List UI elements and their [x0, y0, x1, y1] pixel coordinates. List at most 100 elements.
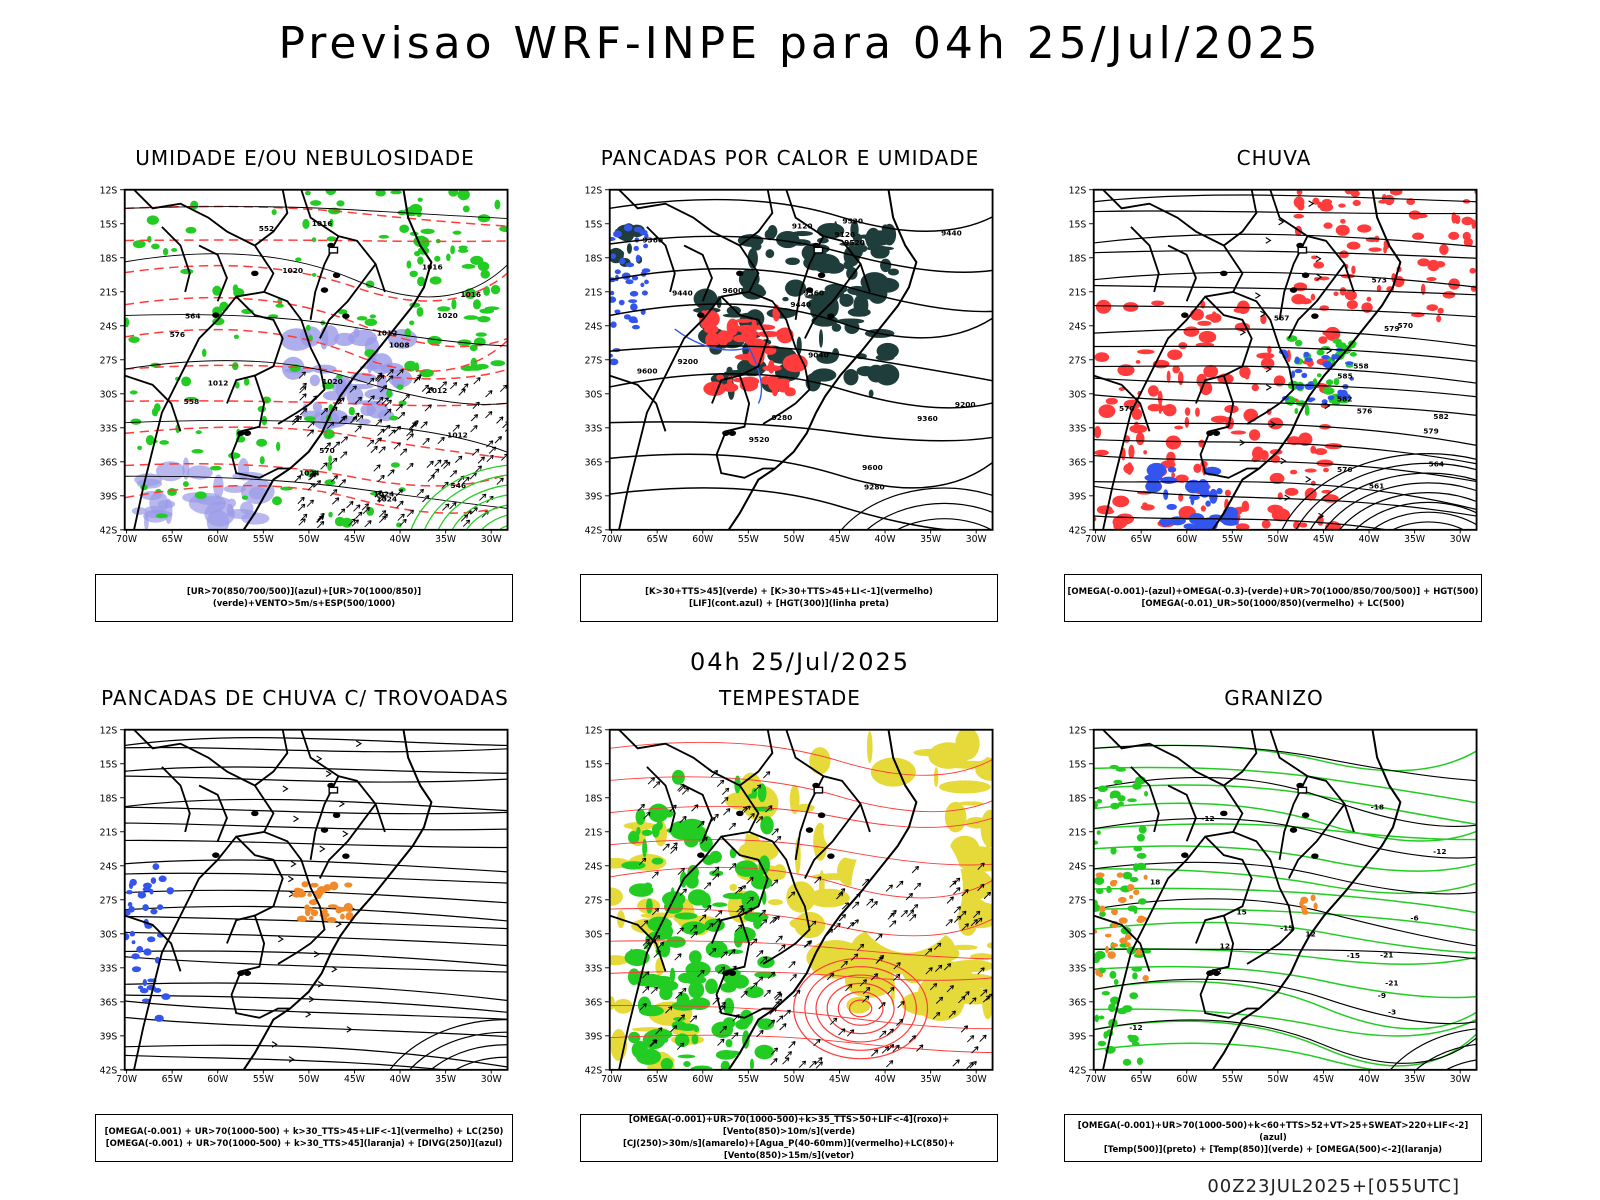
wind-vector: [763, 989, 771, 998]
wind-vector: [959, 910, 967, 919]
lake-mark: [722, 430, 730, 436]
shaded-area: [818, 329, 824, 348]
wind-vector: [352, 412, 360, 420]
shaded-area: [712, 902, 728, 907]
shaded-area: [1123, 463, 1134, 474]
shaded-area: [933, 767, 939, 788]
shaded-area: [162, 248, 169, 256]
lake-mark: [1289, 287, 1298, 293]
wind-vector: [969, 1060, 977, 1069]
state-border: [1167, 784, 1197, 842]
shaded-area: [1154, 405, 1172, 412]
contour-line: [609, 268, 993, 313]
wind-vector: [449, 502, 457, 510]
shaded-area: [312, 401, 323, 413]
shaded-area: [1098, 1015, 1105, 1020]
wind-vector: [317, 520, 325, 529]
shaded-area: [633, 226, 643, 233]
wind-vector: [758, 909, 766, 917]
wind-vector: [504, 428, 508, 432]
shaded-area: [1184, 407, 1191, 416]
wind-vector: [775, 935, 783, 943]
wind-vector: [653, 781, 661, 789]
contour-label: 582: [1337, 395, 1352, 404]
wind-vector: [662, 843, 670, 851]
streamline: [124, 746, 508, 753]
shaded-area: [669, 967, 676, 983]
contour-line: [609, 303, 993, 339]
shaded-area: [609, 296, 617, 303]
shaded-area: [614, 269, 621, 275]
wind-vector: [442, 503, 450, 511]
lat-tick-label: 24S: [100, 861, 118, 872]
wind-vector: [911, 865, 920, 874]
shaded-area: [1118, 387, 1125, 391]
wind-vector: [348, 518, 356, 526]
legend-line: [OMEGA(-0.001) + UR>70(1000-500) + k>30_…: [104, 1127, 504, 1137]
streamline: [1093, 365, 1477, 384]
wind-vector: [320, 407, 329, 416]
closed-contour: [1323, 482, 1477, 530]
shaded-area: [1108, 1003, 1116, 1012]
wind-vector: [370, 445, 378, 454]
shaded-area: [308, 335, 313, 342]
state-border: [609, 374, 667, 432]
shaded-area: [655, 957, 665, 976]
contour-label: 576: [1357, 406, 1373, 415]
lon-tick-label: 45W: [344, 534, 365, 545]
wind-vector: [422, 437, 430, 446]
lat-tick-label: 24S: [585, 861, 603, 872]
shaded-area: [305, 324, 311, 332]
wind-vector: [789, 973, 797, 982]
shaded-area: [275, 303, 284, 308]
wind-vector: [900, 909, 908, 918]
lat-tick-label: 33S: [1069, 424, 1087, 435]
lat-tick-label: 33S: [585, 424, 603, 435]
wind-vector: [851, 919, 859, 927]
wind-vector: [809, 1060, 817, 1069]
shaded-area: [126, 890, 133, 895]
lon-tick-label: 30W: [1450, 534, 1471, 545]
lon-tick-label: 55W: [738, 1074, 759, 1085]
wind-vector: [307, 483, 315, 491]
state-border: [748, 831, 811, 965]
contour-line: [124, 400, 508, 407]
shaded-area: [366, 507, 375, 516]
wind-vector: [367, 395, 375, 403]
wind-vector: [712, 866, 720, 874]
wind-vector: [477, 456, 485, 464]
lon-tick-label: 40W: [1359, 534, 1380, 545]
shaded-area: [1267, 504, 1284, 514]
shaded-area: [610, 321, 617, 328]
wind-vector: [735, 924, 743, 932]
wind-vector: [960, 1025, 969, 1033]
wind-vector: [943, 963, 952, 971]
wind-vector: [354, 425, 362, 433]
footer-run-stamp: 00Z23JUL2025+[055UTC]: [1207, 1176, 1460, 1197]
shaded-area: [256, 438, 268, 447]
wind-vector: [697, 969, 705, 977]
lat-tick-label: 21S: [1069, 287, 1087, 298]
shaded-area: [1339, 250, 1349, 259]
wind-vector: [689, 924, 698, 932]
state-border: [711, 835, 769, 944]
wind-vector: [966, 1035, 975, 1043]
wind-vector: [845, 983, 853, 992]
streamline: [1093, 515, 1392, 530]
shaded-area: [1196, 518, 1210, 527]
shaded-area: [142, 978, 148, 987]
legend-line: [Temp(500)](preto) + [Temp(850)](verde) …: [1103, 1145, 1443, 1155]
shaded-area: [1142, 975, 1149, 982]
wind-vector: [381, 397, 389, 405]
wind-vector: [925, 967, 933, 975]
shaded-area: [1140, 504, 1155, 511]
state-border: [715, 375, 776, 479]
wind-vector: [793, 989, 801, 998]
shaded-area: [1469, 267, 1476, 274]
wind-vector: [934, 942, 942, 950]
wind-vector: [856, 943, 865, 952]
wind-vector: [838, 1028, 846, 1036]
contour-label: -15: [1280, 924, 1293, 933]
shaded-area: [724, 949, 744, 955]
lon-tick-label: 55W: [1222, 1074, 1243, 1085]
